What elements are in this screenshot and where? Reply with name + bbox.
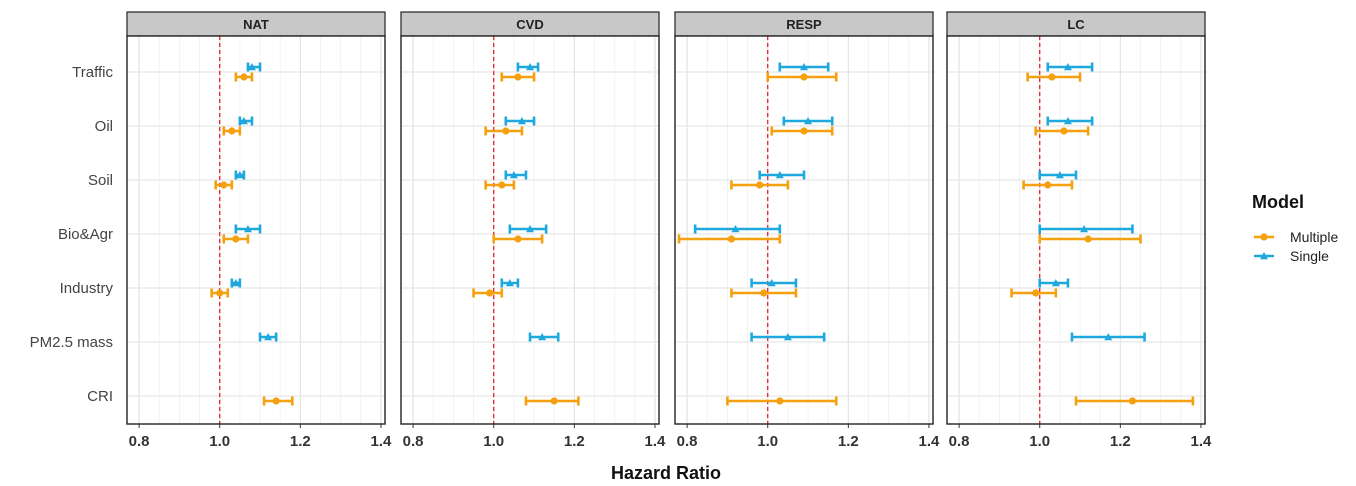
- x-tick-label: 0.8: [677, 433, 698, 450]
- point-single-pm2-5-mass: [264, 333, 273, 341]
- point-single-pm2-5-mass: [538, 333, 547, 341]
- x-tick-label: 1.0: [209, 433, 230, 450]
- y-tick-label-oil: Oil: [95, 118, 113, 135]
- x-tick-label: 1.2: [290, 433, 311, 450]
- panel-strip-lc: [946, 11, 1206, 37]
- panel-nat: NAT 0.8 1.0 1.2 1.4: [126, 11, 393, 450]
- point-single-soil: [235, 171, 244, 179]
- x-tick-label: 1.0: [1029, 433, 1050, 450]
- point-single-soil: [775, 171, 784, 179]
- legend-marker-single: [1260, 252, 1268, 260]
- point-multiple-bio-agr: [514, 235, 522, 243]
- point-multiple-bio-agr: [727, 235, 736, 243]
- x-tick-label: 1.4: [371, 433, 393, 450]
- x-tick-label: 1.4: [1191, 433, 1213, 450]
- point-multiple-cri: [272, 397, 280, 405]
- panel-resp: RESP 0.8 1.0 1.2 1.4: [674, 11, 941, 450]
- point-multiple-soil: [1044, 181, 1052, 189]
- point-multiple-oil: [800, 127, 808, 135]
- panel-strip-nat: [126, 11, 386, 37]
- x-tick-label: 0.8: [403, 433, 424, 450]
- legend-label-multiple: Multiple: [1290, 229, 1338, 245]
- point-multiple-bio-agr: [1084, 235, 1092, 243]
- panel-border-lc: [946, 35, 1206, 425]
- x-tick-label: 1.0: [483, 433, 504, 450]
- legend-label-single: Single: [1290, 248, 1329, 264]
- point-multiple-oil: [502, 127, 510, 135]
- point-multiple-traffic: [800, 73, 808, 81]
- x-tick-label: 0.8: [129, 433, 150, 450]
- panel-title-resp: RESP: [786, 17, 822, 32]
- panel-strip-resp: [674, 11, 934, 37]
- point-multiple-bio-agr: [232, 235, 240, 243]
- point-single-pm2-5-mass: [783, 333, 792, 341]
- x-tick-label: 1.0: [757, 433, 778, 450]
- x-tick-label: 1.2: [838, 433, 859, 450]
- panel-title-lc: LC: [1067, 17, 1085, 32]
- point-multiple-traffic: [1048, 73, 1056, 81]
- point-single-industry: [505, 279, 514, 287]
- point-single-traffic: [247, 63, 256, 71]
- point-single-bio-agr: [243, 225, 252, 233]
- x-tick-label: 1.2: [564, 433, 585, 450]
- y-tick-label-cri: CRI: [87, 388, 113, 405]
- point-multiple-soil: [220, 181, 228, 189]
- point-multiple-industry: [760, 289, 768, 297]
- point-multiple-industry: [486, 289, 494, 297]
- x-tick-label: 1.4: [919, 433, 941, 450]
- panel-lc: LC 0.8 1.0 1.2 1.4: [946, 11, 1213, 450]
- point-single-traffic: [526, 63, 534, 71]
- point-multiple-traffic: [514, 73, 522, 81]
- x-tick-label: 1.2: [1110, 433, 1131, 450]
- legend: Model Multiple Single: [1252, 192, 1338, 264]
- point-single-soil: [1055, 171, 1064, 179]
- x-tick-label: 1.4: [645, 433, 667, 450]
- point-single-bio-agr: [731, 225, 740, 233]
- y-tick-label-bio-agr: Bio&Agr: [58, 226, 113, 243]
- point-single-oil: [517, 117, 526, 125]
- y-axis-labels: Traffic Oil Soil Bio&Agr Industry PM2.5 mass C…: [30, 64, 114, 405]
- y-tick-label-industry: Industry: [60, 280, 114, 297]
- point-single-industry: [1051, 279, 1060, 287]
- legend-item-single: Single: [1254, 248, 1329, 264]
- panel-border-resp: [674, 35, 934, 425]
- y-tick-label-traffic: Traffic: [72, 64, 113, 81]
- point-multiple-oil: [1060, 127, 1068, 135]
- point-single-oil: [1063, 117, 1072, 125]
- point-multiple-cri: [1128, 397, 1137, 405]
- point-single-bio-agr: [526, 225, 534, 233]
- panel-border-nat: [126, 35, 386, 425]
- point-single-traffic: [1063, 63, 1072, 71]
- panel-title-nat: NAT: [243, 17, 269, 32]
- point-multiple-cri: [550, 397, 558, 405]
- panel-cvd: CVD 0.8 1.0 1.2 1.4: [400, 11, 667, 450]
- panel-title-cvd: CVD: [516, 17, 543, 32]
- point-single-bio-agr: [1080, 225, 1089, 233]
- point-multiple-traffic: [240, 73, 248, 81]
- point-multiple-oil: [228, 127, 236, 135]
- point-single-industry: [767, 279, 776, 287]
- x-axis-title: Hazard Ratio: [611, 463, 721, 483]
- point-single-traffic: [800, 63, 808, 71]
- panel-border-cvd: [400, 35, 660, 425]
- point-multiple-soil: [498, 181, 506, 189]
- panel-strip-cvd: [400, 11, 660, 37]
- point-multiple-soil: [756, 181, 764, 189]
- point-single-oil: [804, 117, 813, 125]
- point-multiple-industry: [1032, 289, 1040, 297]
- point-single-pm2-5-mass: [1104, 333, 1113, 341]
- legend-title: Model: [1252, 192, 1304, 212]
- point-single-oil: [239, 117, 248, 125]
- legend-marker-multiple: [1260, 233, 1268, 241]
- y-tick-label-pm2-5-mass: PM2.5 mass: [30, 334, 113, 351]
- x-tick-label: 0.8: [949, 433, 970, 450]
- point-multiple-cri: [776, 397, 784, 405]
- point-single-soil: [509, 171, 518, 179]
- y-tick-label-soil: Soil: [88, 172, 113, 189]
- legend-item-multiple: Multiple: [1254, 229, 1338, 245]
- point-single-industry: [231, 279, 240, 287]
- point-multiple-industry: [216, 289, 224, 297]
- panels-group: NAT 0.8 1.0 1.2 1.4 CVD 0.8 1.0 1.2 1.4 RESP 0.8 1.0…: [126, 11, 1213, 450]
